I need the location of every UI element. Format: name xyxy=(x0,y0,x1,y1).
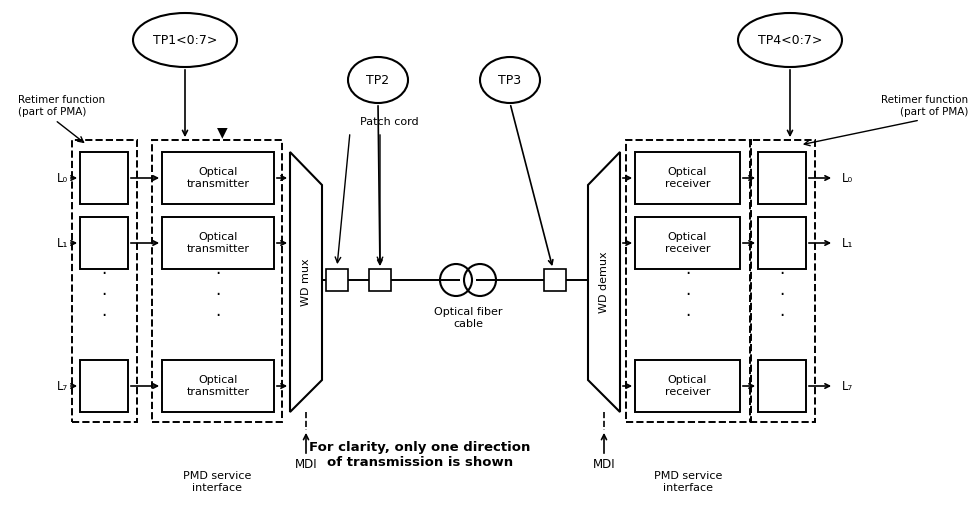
Text: Optical
transmitter: Optical transmitter xyxy=(186,167,249,189)
Text: L₇: L₇ xyxy=(57,379,68,392)
Text: L₇: L₇ xyxy=(841,379,853,392)
Text: MDI: MDI xyxy=(295,458,317,472)
Text: TP3: TP3 xyxy=(498,73,521,86)
Bar xyxy=(625,140,750,422)
Bar xyxy=(162,360,273,412)
Text: PMD service
interface: PMD service interface xyxy=(654,471,722,493)
Bar xyxy=(162,152,273,204)
Ellipse shape xyxy=(480,57,540,103)
Bar xyxy=(459,264,476,296)
Text: L₀: L₀ xyxy=(57,171,68,184)
Bar xyxy=(72,140,137,422)
Polygon shape xyxy=(290,152,322,412)
Text: Optical
transmitter: Optical transmitter xyxy=(186,232,249,254)
Text: ·
·
·: · · · xyxy=(778,265,784,325)
Text: L₀: L₀ xyxy=(841,171,853,184)
Text: ·
·
·: · · · xyxy=(102,265,107,325)
Text: L₁: L₁ xyxy=(841,237,853,250)
Text: WD demux: WD demux xyxy=(599,251,609,313)
Text: For clarity, only one direction
of transmission is shown: For clarity, only one direction of trans… xyxy=(309,441,530,469)
Ellipse shape xyxy=(348,57,408,103)
Bar xyxy=(79,360,128,412)
Text: ▼: ▼ xyxy=(216,125,227,139)
Text: Retimer function
(part of PMA): Retimer function (part of PMA) xyxy=(880,95,967,117)
Text: Patch cord: Patch cord xyxy=(359,117,419,127)
Bar xyxy=(326,269,348,291)
Ellipse shape xyxy=(133,13,236,67)
Text: ·
·
·: · · · xyxy=(215,265,220,325)
Bar xyxy=(635,217,739,269)
Bar xyxy=(162,217,273,269)
Text: PMD service
interface: PMD service interface xyxy=(182,471,251,493)
Text: Optical
receiver: Optical receiver xyxy=(664,375,709,397)
Bar xyxy=(152,140,282,422)
Bar xyxy=(749,140,814,422)
Text: ·
·
·: · · · xyxy=(684,265,689,325)
Bar xyxy=(635,152,739,204)
Text: TP2: TP2 xyxy=(366,73,390,86)
Bar xyxy=(544,269,566,291)
Ellipse shape xyxy=(737,13,841,67)
Bar xyxy=(757,152,805,204)
Text: Optical
transmitter: Optical transmitter xyxy=(186,375,249,397)
Text: L₁: L₁ xyxy=(56,237,68,250)
Text: Optical fiber
cable: Optical fiber cable xyxy=(433,307,502,329)
Polygon shape xyxy=(587,152,619,412)
Text: Optical
receiver: Optical receiver xyxy=(664,167,709,189)
Text: MDI: MDI xyxy=(592,458,614,472)
Text: WD mux: WD mux xyxy=(300,258,311,306)
Bar xyxy=(79,152,128,204)
Text: Retimer function
(part of PMA): Retimer function (part of PMA) xyxy=(18,95,105,117)
Bar xyxy=(757,217,805,269)
Bar xyxy=(635,360,739,412)
Text: Optical
receiver: Optical receiver xyxy=(664,232,709,254)
Bar xyxy=(757,360,805,412)
Bar xyxy=(368,269,391,291)
Text: TP4<0:7>: TP4<0:7> xyxy=(757,33,822,46)
Bar xyxy=(79,217,128,269)
Text: TP1<0:7>: TP1<0:7> xyxy=(153,33,217,46)
